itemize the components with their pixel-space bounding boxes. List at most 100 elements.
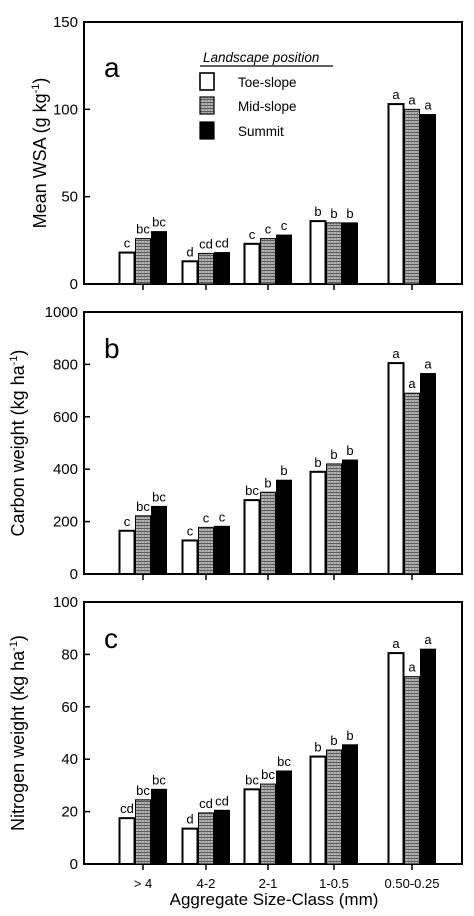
panel-b-bar-summit-2	[276, 479, 292, 575]
panel-b-bar-toe-slope-3	[309, 470, 327, 576]
panel-b-sig-label: b	[314, 455, 321, 470]
x-category-label: 0.50-0.25	[385, 876, 440, 891]
panel-b-sig-label: a	[392, 346, 400, 361]
panel-c-bar-toe-slope-4	[387, 652, 405, 866]
panel-c-sig-label: b	[314, 740, 321, 755]
panel-a-sig-label: d	[186, 244, 193, 259]
panel-b-ytick-label: 0	[70, 566, 78, 583]
panel-c-bar-mid-slope-4	[404, 676, 420, 865]
panel-c-bar-summit-4	[420, 648, 436, 865]
legend-label-summit: Summit	[238, 124, 284, 139]
panel-a-sig-label: bc	[136, 222, 150, 237]
panel-a-sig-label: cd	[215, 236, 229, 251]
panel-b-bar-mid-slope-0	[135, 515, 151, 575]
panel-b-sig-label: c	[219, 509, 226, 524]
panel-a-ylabel: Mean WSA (g kg-1)	[30, 78, 50, 229]
panel-b-bar-summit-3	[342, 459, 358, 575]
panel-c-ytick-label: 0	[70, 856, 78, 873]
panel-c-bar-summit-1	[214, 809, 230, 865]
panel-b-ylabel-main: Carbon weight (kg ha	[8, 364, 28, 536]
panel-c-ytick-label: 20	[61, 804, 78, 821]
panel-a-bar-toe-slope-3	[309, 220, 327, 285]
panel-c-sig-label: a	[408, 660, 416, 675]
panel-a-bar-summit-0	[151, 231, 167, 285]
panel-b-sig-label: c	[203, 510, 210, 525]
panel-c-bar-mid-slope-1	[198, 812, 214, 865]
panel-c-ylabel-main: Nitrogen weight (kg ha	[8, 650, 28, 831]
panel-b-bar-toe-slope-0	[118, 529, 136, 576]
x-category-label: 1-0.5	[319, 876, 349, 891]
panel-a-sig-label: a	[408, 92, 416, 107]
panel-c-sig-label: bc	[245, 772, 259, 787]
panel-b-sig-label: c	[187, 523, 194, 538]
legend-label-toe: Toe-slope	[238, 75, 297, 90]
panel-b-bar-mid-slope-4	[404, 392, 420, 575]
legend: Landscape position Toe-slope Mid-slope S…	[199, 50, 333, 140]
panel-a-ytick-label: 50	[61, 189, 78, 206]
panel-a-bar-summit-2	[276, 234, 292, 285]
panel-b-bar-mid-slope-2	[260, 491, 276, 575]
panel-b-bar-mid-slope-1	[198, 526, 214, 575]
panel-b-ytick-label: 400	[53, 461, 78, 478]
panel-b-sig-label: c	[124, 514, 131, 529]
panel-c-sig-label: a	[424, 632, 432, 647]
panel-c-ytick-label: 100	[53, 594, 78, 611]
panel-a-ytick-label: 150	[53, 14, 78, 31]
legend-swatch-mid	[199, 96, 215, 115]
panel-a-sig-label: c	[124, 236, 131, 251]
panel-a-bar-summit-4	[420, 114, 436, 285]
panel-b-bar-toe-slope-4	[387, 362, 405, 575]
panel-a-bar-summit-3	[342, 222, 358, 285]
panel-c-sig-label: bc	[277, 754, 291, 769]
panel-a-sig-label: b	[314, 204, 321, 219]
panel-b-ytick-label: 1000	[45, 304, 78, 321]
panel-b-bar-summit-4	[420, 373, 436, 575]
panel-b-bar-toe-slope-2	[243, 499, 261, 575]
panel-b-bar-mid-slope-3	[326, 463, 342, 575]
panel-b-ylabel-close: )	[8, 350, 28, 356]
panel-a-bar-mid-slope-0	[135, 238, 151, 285]
panel-a-bar-mid-slope-4	[404, 108, 420, 285]
legend-swatch-summit	[199, 121, 215, 140]
panel-c-letter: c	[104, 623, 118, 654]
panel-c-bar-mid-slope-2	[260, 783, 276, 865]
panel-b-bar-summit-1	[214, 525, 230, 575]
panel-a-ylabel-main: Mean WSA (g kg	[30, 93, 50, 228]
panel-b-ytick-label: 800	[53, 356, 78, 373]
panel-c-sig-label: bc	[152, 772, 166, 787]
panel-a-ylabel-close: )	[30, 78, 50, 84]
panel-b-ylabel: Carbon weight (kg ha-1)	[8, 350, 28, 537]
panel-c-bar-mid-slope-3	[326, 749, 342, 865]
panel-c-sig-label: cd	[215, 793, 229, 808]
panel-a-bar-toe-slope-2	[243, 242, 261, 285]
panel-a-ytick-label: 0	[70, 276, 78, 293]
panel-b-sig-label: b	[264, 475, 271, 490]
panel-b-sig-label: a	[408, 376, 416, 391]
panel-a-sig-label: a	[424, 98, 432, 113]
panel-c-sig-label: cd	[199, 796, 213, 811]
panel-a-bar-summit-1	[214, 252, 230, 285]
panel-a-bar-toe-slope-4	[387, 103, 405, 285]
panel-b-ylabel-sup: -1	[8, 356, 20, 366]
panel-c-bar-toe-slope-0	[118, 817, 136, 866]
panel-c-bar-toe-slope-2	[243, 788, 261, 866]
panel-c-bar-toe-slope-1	[181, 827, 199, 866]
panel-a-sig-label: c	[249, 227, 256, 242]
panel-c-ylabel: Nitrogen weight (kg ha-1)	[8, 635, 28, 831]
panel-c-sig-label: d	[186, 812, 193, 827]
panel-a-sig-label: b	[330, 206, 337, 221]
panel-b-ytick-label: 600	[53, 409, 78, 426]
panel-b-sig-label: a	[424, 357, 432, 372]
panel-a-sig-label: bc	[152, 215, 166, 230]
panel-a-sig-label: cd	[199, 236, 213, 251]
panel-a-bar-toe-slope-1	[181, 260, 199, 286]
x-axis-title: Aggregate Size-Class (mm)	[170, 890, 379, 909]
panel-b-sig-label: bc	[245, 483, 259, 498]
panel-c-ytick-label: 40	[61, 751, 78, 768]
panel-c-ytick-label: 60	[61, 699, 78, 716]
panel-c-bar-mid-slope-0	[135, 799, 151, 865]
panel-c-sig-label: b	[346, 728, 353, 743]
panel-c-sig-label: bc	[261, 767, 275, 782]
panel-c-bar-toe-slope-3	[309, 755, 327, 866]
